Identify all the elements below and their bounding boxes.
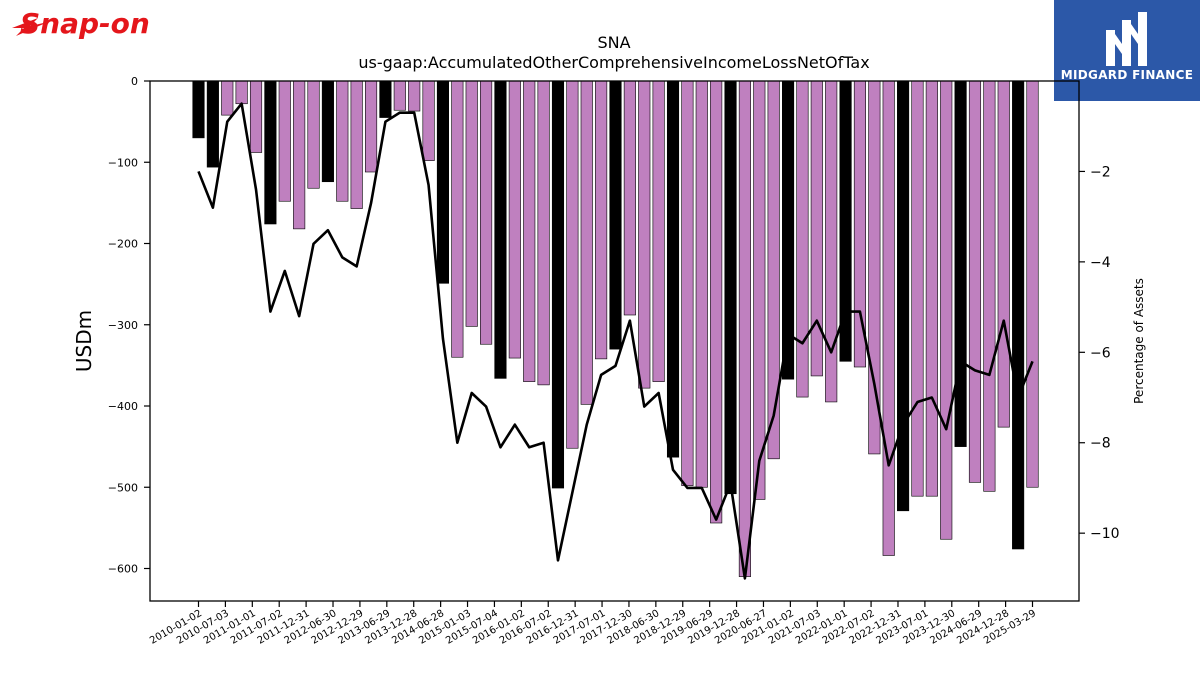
y2-axis-label: Percentage of Assets: [1132, 278, 1146, 404]
bar-quarter: [249, 80, 263, 153]
y-tick-label: −500: [108, 481, 138, 494]
bar-annual: [954, 80, 967, 447]
bar-quarter: [221, 80, 234, 116]
y-tick-label: −400: [108, 400, 138, 413]
snap-on-logo: Snap-on: [12, 7, 150, 40]
bar-quarter: [983, 80, 996, 492]
bar-quarter: [537, 80, 550, 386]
bars-group: [192, 80, 1039, 577]
bar-annual: [609, 80, 622, 350]
bar-annual: [666, 80, 680, 458]
bar-quarter: [623, 80, 636, 316]
bar-annual: [264, 80, 277, 225]
bar-annual: [1012, 80, 1025, 550]
y2-tick-label: −8: [1090, 436, 1111, 452]
bar-quarter: [767, 80, 780, 460]
bar-quarter: [882, 80, 895, 556]
bar-quarter: [364, 80, 378, 173]
bar-quarter: [925, 80, 938, 497]
bar-quarter: [595, 80, 608, 360]
bar-annual: [897, 80, 910, 512]
midgard-finance-text: MIDGARD FINANCE: [1060, 68, 1194, 82]
y2-tick-label: −4: [1090, 255, 1111, 271]
bar-quarter: [566, 80, 579, 449]
bar-quarter: [1026, 80, 1039, 488]
bar-annual: [551, 80, 565, 489]
bar-annual: [192, 80, 205, 139]
y-tick-label: −600: [108, 563, 138, 576]
y-tick-label: −300: [108, 319, 138, 332]
bar-quarter: [968, 80, 982, 483]
bar-quarter: [408, 80, 421, 112]
bar-quarter: [738, 80, 751, 577]
y2-axis: −2 −4 −6 −8 −10: [1079, 164, 1120, 542]
bar-quarter: [422, 80, 435, 161]
y-tick-label: 0: [131, 75, 138, 88]
plot-frame: [149, 80, 1080, 602]
bar-quarter: [336, 80, 349, 202]
bar-quarter: [350, 80, 363, 209]
bar-quarter: [695, 80, 708, 488]
bar-annual: [206, 80, 219, 168]
bar-quarter: [393, 80, 406, 111]
bar-quarter: [911, 80, 924, 497]
bar-quarter: [997, 80, 1010, 428]
bar-quarter: [235, 80, 248, 105]
y2-tick-label: −2: [1090, 164, 1111, 180]
midgard-finance-logo: MIDGARD FINANCE: [1054, 0, 1200, 101]
bar-quarter: [278, 80, 291, 202]
x-axis: 2010-01-022010-07-032011-01-012011-07-02…: [148, 601, 1038, 647]
bar-annual: [436, 80, 450, 284]
chart-title: SNA: [597, 33, 630, 52]
bar-quarter: [868, 80, 881, 455]
percentage-line: [197, 102, 1034, 580]
y2-tick-label: −6: [1090, 345, 1111, 361]
bar-quarter: [853, 80, 867, 368]
bar-quarter: [293, 80, 306, 230]
bar-annual: [379, 80, 392, 118]
bar-quarter: [710, 80, 723, 524]
y-tick-label: −100: [108, 156, 138, 169]
snap-on-logo-text: Snap-on: [20, 7, 150, 40]
bar-annual: [724, 80, 737, 495]
bar-quarter: [796, 80, 809, 398]
bar-quarter: [307, 80, 320, 189]
bar-quarter: [681, 80, 694, 486]
bar-quarter: [753, 80, 766, 500]
snap-on-swoosh-icon: [12, 18, 48, 36]
bar-quarter: [638, 80, 651, 389]
bar-quarter: [940, 80, 953, 540]
bar-quarter: [508, 80, 521, 359]
bar-annual: [321, 80, 334, 183]
bar-quarter: [480, 80, 493, 345]
bar-quarter: [825, 80, 838, 403]
y-axis-label: USDm: [72, 310, 96, 372]
bar-quarter: [523, 80, 536, 382]
line-group: [197, 102, 1034, 580]
bar-quarter: [580, 80, 593, 405]
bar-quarter: [465, 80, 478, 327]
bar-quarter: [652, 80, 665, 382]
y-tick-label: −200: [108, 238, 138, 251]
midgard-mark-icon: [1106, 12, 1147, 66]
y2-tick-label: −10: [1090, 526, 1120, 542]
bar-quarter: [451, 80, 464, 358]
y-axis: 0 −100 −200 −300 −400 −500 −600: [108, 75, 150, 576]
bar-annual: [494, 80, 507, 379]
chart-subtitle: us-gaap:AccumulatedOtherComprehensiveInc…: [358, 53, 869, 72]
